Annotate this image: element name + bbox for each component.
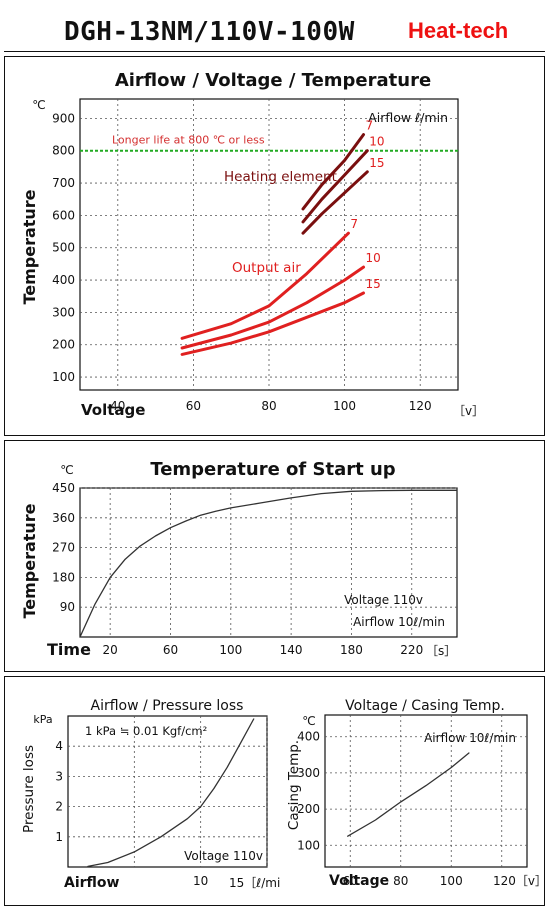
annotation-voltage: Voltage 110v [344,593,423,607]
y-tick-label: 300 [52,305,75,319]
series-line [180,265,365,350]
x-tick-label: 220 [400,643,423,657]
annotation-voltage: Voltage 110v [184,849,263,863]
brand-logo-text: Heat-tech [408,18,509,43]
series-line [301,170,369,235]
chart-title: Voltage / Casing Temp. [345,698,505,714]
y-tick-label: 90 [60,600,75,614]
x-axis-title: Time [47,640,91,659]
y-axis-title: Temperature [20,189,39,304]
series-line [347,752,470,837]
y-tick-label: 400 [52,273,75,287]
annotation-airflow: Airflow 10ℓ/min [353,615,445,629]
series-line [180,291,365,356]
y-tick-label: 3 [55,769,63,783]
x-tick-label: 120 [409,399,432,413]
y-unit-label: kPa [33,713,52,726]
x-tick-label: 10 [193,874,208,888]
x-tick-label: 60 [186,399,201,413]
legend-title: Airflow ℓ/min [368,110,448,125]
chart-title: Temperature of Start up [150,459,395,480]
y-tick-label: 900 [52,111,75,125]
x-axis-title: Voltage [329,873,389,889]
header-bar: DGH-13NM/110V-100W Heat-tech [4,6,545,52]
y-unit-label: ℃ [302,714,315,728]
x-tick-label: 100 [440,874,463,888]
airflow-voltage-temperature-chart: Airflow / Voltage / Temperature 100 200 300… [20,70,484,419]
x-axis-title: Airflow [64,875,120,891]
reference-line-label: Longer life at 800 ℃ or less [112,134,265,147]
x-tick-label: 100 [219,643,242,657]
y-tick-label: 800 [52,144,75,158]
x-unit-label: 15［ℓ/min］ [229,876,281,890]
heating-element-label: Heating element [224,169,337,185]
y-tick-label: 4 [55,739,63,753]
output-air-label: Output air [232,260,301,276]
startup-temperature-chart: Temperature of Start up 90 180 270 360 450 20 6… [20,459,458,659]
y-tick-label: 400 [297,730,320,744]
x-tick-label: 140 [280,643,303,657]
x-tick-label: 20 [103,643,118,657]
series-line [180,231,350,340]
plot-area [324,714,528,868]
y-tick-label: 200 [52,338,75,352]
x-unit-label: ［v］ [453,404,484,418]
series-label: 7 [366,119,374,133]
y-tick-label: 450 [52,481,75,495]
series-label: 10 [369,135,384,149]
x-tick-label: 80 [393,874,408,888]
x-unit-label: ［s］ [426,644,456,658]
y-unit-label: ℃ [60,463,73,477]
series-label: 15 [369,156,384,170]
series-line [301,133,365,211]
chart-panel-airflow-voltage-temperature: Airflow / Voltage / Temperature 100 200 300… [4,56,545,436]
series-label: 15 [366,277,381,291]
x-tick-label: 40 [110,399,125,413]
x-tick-label: 100 [333,399,356,413]
casing-temperature-chart: Voltage / Casing Temp. 100 200 300 400 60 80 10… [286,698,543,889]
y-axis-title: Temperature [20,503,39,618]
series-line [79,489,458,638]
y-tick-label: 700 [52,176,75,190]
x-unit-label: 120［v］ [493,874,543,888]
chart-title: Airflow / Voltage / Temperature [115,70,431,91]
plot-area [67,715,268,868]
product-model-title: DGH-13NM/110V-100W [64,17,355,47]
y-tick-label: 180 [52,570,75,584]
chart-panel-startup: Temperature of Start up 90 180 270 360 450 20 6… [4,440,545,672]
y-tick-label: 1 [55,830,63,844]
y-tick-label: 100 [297,838,320,852]
y-tick-label: 100 [52,370,75,384]
series-label: 7 [350,217,358,231]
series-line [301,149,369,224]
annotation-airflow: Airflow 10ℓ/min [424,731,516,745]
y-axis-title: Pressure loss [21,745,37,833]
y-tick-label: 2 [55,800,63,814]
pressure-loss-chart: Airflow / Pressure loss 1 2 3 4 10 kPa Pressure… [21,698,281,891]
annotation-conversion: 1 kPa ≒ 0.01 Kgf/cm² [85,724,207,738]
y-tick-label: 300 [297,766,320,780]
series-label: 10 [366,251,381,265]
y-tick-label: 600 [52,208,75,222]
y-tick-label: 500 [52,241,75,255]
x-tick-label: 60 [163,643,178,657]
chart-title: Airflow / Pressure loss [91,698,244,714]
y-unit-label: ℃ [32,98,45,112]
y-tick-label: 270 [52,541,75,555]
x-tick-label: 80 [261,399,276,413]
y-tick-label: 200 [297,802,320,816]
x-tick-label: 60 [343,874,358,888]
y-axis-title: Casing Temp. [286,740,302,830]
series-line [87,718,255,868]
chart-panel-bottom: Airflow / Pressure loss 1 2 3 4 10 kPa Pressure… [4,676,545,906]
x-axis-title: Voltage [81,401,145,419]
y-tick-label: 360 [52,511,75,525]
x-tick-label: 180 [340,643,363,657]
plot-area [79,487,458,638]
